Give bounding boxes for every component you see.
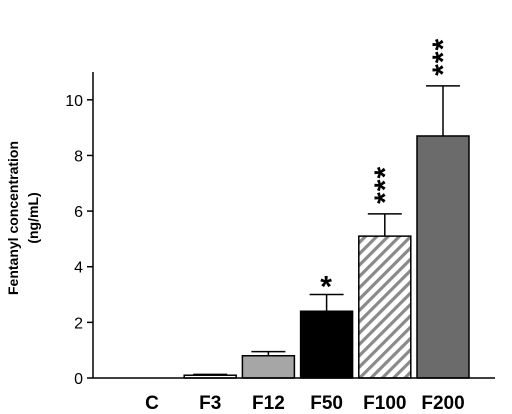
bar-f200 [416,135,470,379]
x-ticks-group: C F3 F12 F50 F100 F200 [145,393,465,414]
x-tick-label: F200 [421,393,464,414]
bar-f50 [299,310,354,379]
x-tick-label: F100 [363,393,406,414]
y-ticks-group: 0 2 4 6 8 10 [65,93,93,388]
error-bars-group [193,85,460,376]
x-tick-label: F12 [252,393,285,414]
x-tick-label: F3 [199,393,221,414]
significance-marker-f50: * [320,271,333,304]
x-tick-label: C [145,393,159,414]
bar-f12 [241,354,296,379]
y-tick-label: 8 [74,148,83,165]
y-axis-unit-label: (ng/mL) [25,192,41,243]
y-tick-label: 10 [65,93,83,110]
significance-marker-f100: *** [369,166,402,204]
error-bar-f100 [367,213,402,237]
significance-marker-f200: *** [427,38,460,76]
error-bar-f12 [251,350,286,356]
bars-group [183,135,470,379]
y-tick-label: 2 [74,315,83,332]
y-tick-label: 6 [74,204,83,221]
x-tick-label: F50 [310,393,343,414]
axes-group [92,72,495,379]
y-tick-label: 4 [74,260,83,277]
error-bar-f3 [193,373,228,376]
y-tick-label: 0 [74,371,83,388]
y-axis-label: Fentanyl concentration [5,141,21,295]
error-bar-f200 [426,85,460,136]
error-bar-f50 [309,293,344,312]
bar-f100 [358,235,412,379]
significance-group: ******* [320,38,460,304]
